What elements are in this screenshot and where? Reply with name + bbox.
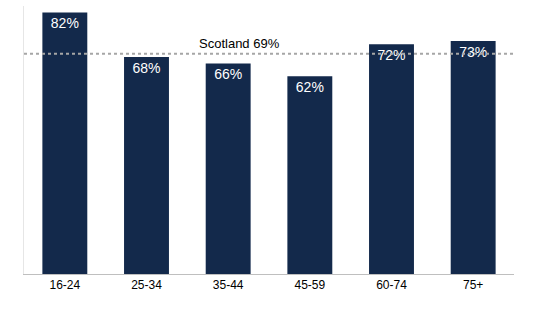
svg-text:Scotland 69%: Scotland 69% [199, 36, 280, 51]
svg-text:75+: 75+ [463, 278, 483, 292]
svg-text:62%: 62% [296, 79, 324, 95]
svg-text:73%: 73% [459, 44, 487, 60]
svg-text:68%: 68% [132, 60, 160, 76]
svg-text:66%: 66% [214, 66, 242, 82]
svg-text:60-74: 60-74 [376, 278, 407, 292]
svg-text:16-24: 16-24 [49, 278, 80, 292]
svg-text:45-59: 45-59 [294, 278, 325, 292]
svg-text:35-44: 35-44 [213, 278, 244, 292]
svg-text:72%: 72% [377, 47, 405, 63]
svg-text:25-34: 25-34 [131, 278, 162, 292]
svg-text:82%: 82% [51, 15, 79, 31]
